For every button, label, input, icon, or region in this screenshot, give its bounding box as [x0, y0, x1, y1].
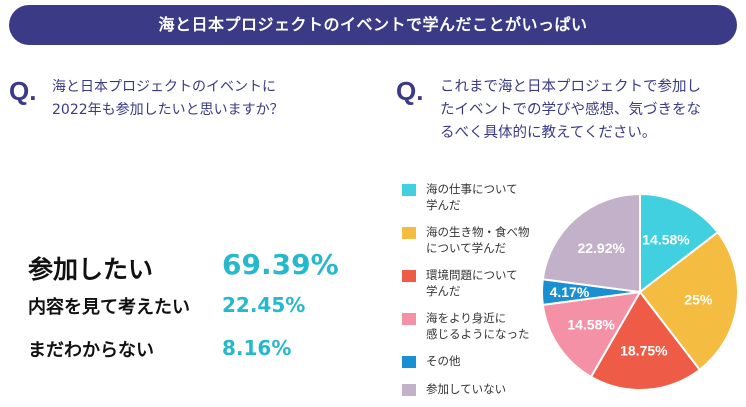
result-percent: 69.39% [222, 248, 339, 281]
pie-chart: 14.58% 25% 18.75% 14.58% 4.17% 22.92% [541, 192, 739, 391]
right-question-line2: たイベントでの学びや感想、気づきをな [440, 102, 701, 118]
left-question: 海と日本プロジェクトのイベントに 2022年も参加したいと思いますか？ [52, 76, 352, 122]
pie-slice [639, 192, 720, 295]
result-row-1: 参加したい 69.39% [28, 248, 358, 286]
legend-item: 海の仕事について 学んだ [402, 181, 552, 215]
question-mark-icon: Q. [9, 76, 37, 106]
result-row-2: 内容を見て考えたい 22.45% [28, 293, 358, 319]
legend-label: その他 [426, 354, 461, 368]
result-label: 内容を見て考えたい [28, 297, 190, 318]
left-question-line1: 海と日本プロジェクトのイベントに [52, 79, 276, 95]
legend-swatch [402, 356, 416, 368]
pie-slice [541, 192, 641, 294]
legend-label: 参加していない [426, 382, 507, 396]
result-percent: 8.16% [222, 336, 292, 360]
legend-swatch [402, 184, 416, 196]
legend-item: 海をより身近に 感じるようになった [402, 310, 552, 344]
legend-swatch [402, 227, 416, 239]
legend-swatch [402, 313, 416, 325]
pie-data-label: 22.92% [577, 240, 625, 256]
legend-swatch [402, 384, 416, 396]
right-question: これまで海と日本プロジェクトで参加し たイベントでの学びや感想、気づきをな るべ… [440, 76, 740, 145]
pie-data-label: 14.58% [642, 231, 690, 247]
right-question-line1: これまで海と日本プロジェクトで参加し [440, 79, 701, 95]
legend-item: 海の生き物・食べ物 について学んだ [402, 224, 552, 258]
legend-label: 海をより身近に 感じるようになった [426, 311, 530, 341]
right-question-line3: るべく具体的に教えてください。 [440, 125, 657, 141]
legend-swatch [402, 270, 416, 282]
pie-slice [589, 290, 702, 391]
legend-item: その他 [402, 353, 552, 371]
result-percent: 22.45% [222, 293, 306, 317]
result-label: 参加したい [28, 255, 154, 284]
result-label: まだわからない [28, 340, 154, 361]
legend-label: 環境問題について 学んだ [426, 268, 518, 298]
header-banner: 海と日本プロジェクトのイベントで学んだことがいっぱい [9, 5, 737, 45]
pie-slice [541, 290, 642, 379]
pie-slice [638, 230, 739, 372]
pie-data-label: 18.75% [620, 343, 668, 359]
legend-label: 海の仕事について 学んだ [426, 182, 518, 212]
legend-label: 海の生き物・食べ物 について学んだ [426, 225, 530, 255]
left-question-line2: 2022年も参加したいと思いますか？ [52, 102, 284, 118]
pie-data-label: 4.17% [550, 284, 590, 300]
pie-data-label: 25% [684, 292, 713, 308]
result-row-3: まだわからない 8.16% [28, 336, 358, 362]
pie-data-label: 14.58% [567, 317, 615, 333]
legend-item: 環境問題について 学んだ [402, 267, 552, 301]
question-mark-icon: Q. [396, 76, 424, 106]
legend-item: 参加していない [402, 381, 552, 399]
